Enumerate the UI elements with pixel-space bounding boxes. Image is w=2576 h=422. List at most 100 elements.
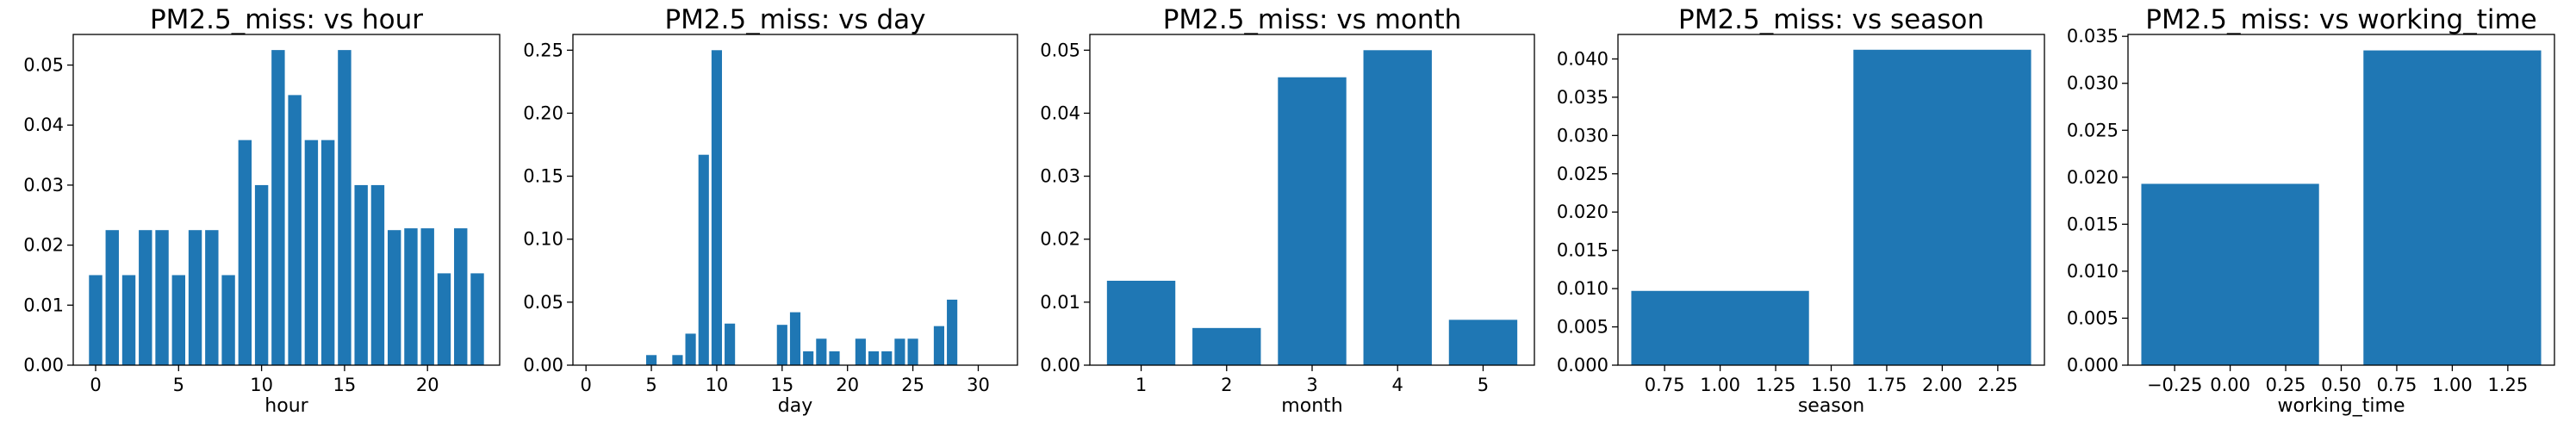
x-tick-label: 5 <box>173 375 184 395</box>
chart-title: PM2.5_miss: vs season <box>1678 4 1984 35</box>
y-tick-label: 0.010 <box>2067 261 2119 282</box>
y-tick-label: 0.025 <box>1557 164 1608 184</box>
bar <box>139 230 152 365</box>
x-tick-label: 1.00 <box>1700 375 1740 395</box>
y-tick-label: 0.01 <box>23 295 64 315</box>
bar <box>1192 327 1261 365</box>
bar <box>711 50 723 366</box>
bar <box>254 184 269 365</box>
x-tick-label: 0 <box>580 375 591 395</box>
y-tick-label: 0.05 <box>23 55 64 76</box>
y-tick-label: 0.030 <box>2067 73 2119 94</box>
x-tick-label: 20 <box>416 375 439 395</box>
bar <box>387 230 401 365</box>
bar <box>404 228 418 365</box>
bar <box>868 351 880 365</box>
y-tick-label: 0.03 <box>23 175 64 195</box>
y-tick-label: 0.030 <box>1557 125 1608 146</box>
x-tick-label: 0.00 <box>2210 375 2250 395</box>
bar <box>420 228 434 365</box>
bar <box>725 323 736 365</box>
bar <box>338 50 352 365</box>
y-tick-label: 0.01 <box>1040 292 1080 313</box>
y-tick-label: 0.000 <box>2067 355 2119 375</box>
bar <box>288 95 302 366</box>
bar <box>89 275 103 365</box>
chart-panel-4: 0.75 1.00 1.25 1.50 1.75 2.00 2.25 0.000 0.005 0.… <box>1557 4 2045 417</box>
x-tick-label: 15 <box>333 375 357 395</box>
bar <box>2141 183 2319 365</box>
bar <box>685 333 696 365</box>
bar <box>370 184 385 365</box>
x-tick-label: 10 <box>706 375 729 395</box>
x-axis-label: hour <box>264 395 308 417</box>
y-tick-label: 0.00 <box>1040 355 1080 375</box>
chart-panel-3: 1 2 3 4 5 0.00 0.01 0.02 0.03 0.04 0.05 PM2.5_miss:… <box>1040 4 1535 417</box>
y-tick-label: 0.010 <box>1557 278 1608 299</box>
bar <box>1106 280 1176 365</box>
x-axis-label: working_time <box>2278 395 2405 417</box>
x-axis-label: season <box>1798 395 1864 417</box>
y-tick-label: 0.05 <box>1040 40 1080 60</box>
bar <box>1631 290 1809 365</box>
chart-title: PM2.5_miss: vs hour <box>150 4 423 35</box>
bar <box>437 273 451 365</box>
bar <box>698 154 709 365</box>
y-tick-label: 0.015 <box>1557 240 1608 261</box>
bar <box>672 355 683 365</box>
y-tick-label: 0.035 <box>1557 87 1608 108</box>
x-tick-label: 0.25 <box>2266 375 2306 395</box>
x-tick-label: 25 <box>901 375 924 395</box>
y-tick-label: 0.040 <box>1557 48 1608 69</box>
y-tick-label: 0.03 <box>1040 166 1080 187</box>
bar <box>470 273 484 365</box>
bar <box>645 355 657 365</box>
bar <box>188 230 202 365</box>
bar <box>1448 320 1518 365</box>
y-tick-label: 0.02 <box>23 235 64 256</box>
x-tick-label: 10 <box>250 375 273 395</box>
y-tick-label: 0.005 <box>2067 307 2119 328</box>
x-tick-label: 1.25 <box>1756 375 1796 395</box>
bar <box>304 140 319 365</box>
x-tick-label: 5 <box>1478 375 1489 395</box>
bar <box>1278 77 1347 365</box>
chart-panel-5: −0.25 0.00 0.25 0.50 0.75 1.00 1.25 0.000 0.005 0… <box>2067 4 2555 417</box>
bar <box>205 230 219 365</box>
bar <box>221 275 235 365</box>
x-tick-label: 0.75 <box>1645 375 1685 395</box>
bar <box>881 351 893 365</box>
bar <box>454 228 468 365</box>
y-tick-label: 0.035 <box>2067 26 2119 47</box>
x-tick-label: 2.00 <box>1922 375 1963 395</box>
bar <box>855 338 866 365</box>
x-tick-label: 30 <box>967 375 990 395</box>
x-tick-label: −0.25 <box>2147 375 2202 395</box>
y-tick-label: 0.020 <box>2067 167 2119 188</box>
x-tick-label: 20 <box>836 375 859 395</box>
plot-frame <box>572 34 1018 366</box>
y-tick-label: 0.25 <box>523 40 563 60</box>
bar <box>171 275 186 365</box>
y-tick-label: 0.00 <box>23 355 64 375</box>
x-tick-label: 1.00 <box>2432 375 2473 395</box>
y-tick-label: 0.15 <box>523 166 563 187</box>
x-axis-label: day <box>778 395 812 417</box>
bar <box>907 338 918 365</box>
bar <box>829 351 840 365</box>
bar <box>105 230 119 365</box>
y-tick-label: 0.20 <box>523 102 563 123</box>
chart-title: PM2.5_miss: vs month <box>1163 4 1462 35</box>
bar <box>816 338 827 365</box>
bar <box>271 50 285 365</box>
x-tick-label: 5 <box>645 375 656 395</box>
y-tick-label: 0.025 <box>2067 120 2119 140</box>
bar <box>776 325 787 365</box>
x-tick-label: 2.25 <box>1977 375 2018 395</box>
x-tick-label: 1.25 <box>2487 375 2528 395</box>
y-tick-label: 0.04 <box>23 115 64 135</box>
bar <box>354 184 368 365</box>
x-tick-label: 3 <box>1306 375 1317 395</box>
plot-frame <box>72 34 501 366</box>
